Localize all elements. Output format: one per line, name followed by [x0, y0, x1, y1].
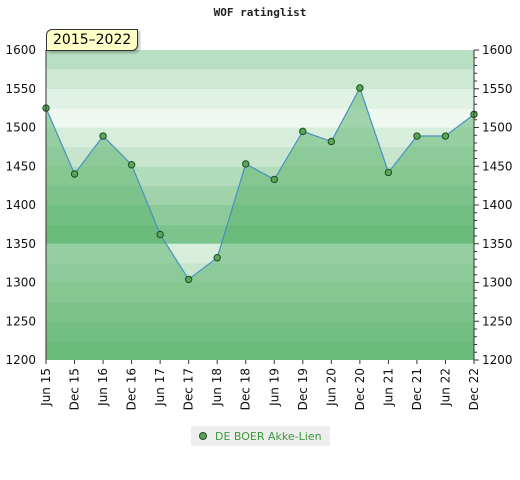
x-tick-label: Jun 21: [381, 368, 395, 407]
x-tick-label: Dec 17: [182, 368, 196, 410]
y-tick-label-left: 1550: [5, 82, 36, 96]
y-tick-label-left: 1250: [5, 314, 36, 328]
grid-band: [46, 69, 474, 89]
data-point: [441, 132, 450, 140]
grid-band: [46, 88, 474, 109]
y-tick-label-left: 1450: [5, 159, 36, 173]
grid-band: [46, 50, 474, 70]
x-tick-label: Dec 22: [467, 368, 481, 410]
y-tick-label-left: 1400: [5, 198, 36, 212]
data-point: [70, 170, 79, 178]
x-tick-label: Jun 19: [267, 368, 281, 407]
data-point: [242, 160, 250, 168]
y-tick-label-left: 1600: [5, 43, 36, 57]
legend[interactable]: DE BOER Akke-Lien: [191, 426, 330, 446]
x-tick-label: Dec 21: [410, 368, 424, 410]
y-axes: 1200 1200 1250 1250 1300 1300 1350 1350 1400 1400…: [5, 43, 512, 367]
legend-label: DE BOER Akke-Lien: [215, 429, 322, 443]
x-tick-label: Dec 15: [68, 368, 82, 410]
x-tick-label: Dec 20: [353, 368, 367, 410]
legend-marker-icon: [199, 432, 207, 440]
y-tick-label-right: 1300: [482, 276, 513, 290]
y-tick-label-right: 1400: [482, 198, 513, 212]
x-tick-label: Jun 15: [39, 368, 53, 407]
x-tick-label: Jun 18: [210, 368, 224, 407]
x-tick-label: Jun 20: [324, 368, 338, 407]
rating-area-fill: [46, 87, 474, 360]
data-point: [299, 127, 307, 136]
x-tick-label: Jun 22: [438, 368, 452, 407]
data-point: [127, 161, 136, 169]
x-tick-label: Jun 16: [96, 368, 110, 407]
x-tick-label: Jun 17: [153, 368, 167, 407]
y-tick-label-left: 1200: [5, 353, 36, 367]
y-tick-label-right: 1600: [482, 43, 513, 57]
period-badge: 2015–2022: [46, 29, 139, 51]
data-point: [213, 254, 221, 262]
data-point: [384, 168, 393, 177]
data-point: [99, 132, 107, 140]
data-point: [184, 275, 193, 284]
x-tick-label: Dec 16: [125, 368, 139, 410]
x-tick-label: Dec 19: [296, 368, 310, 410]
data-point: [327, 137, 336, 146]
chart-title: WOF ratinglist: [214, 6, 307, 19]
rating-area: [46, 87, 474, 360]
y-tick-label-right: 1500: [482, 121, 513, 135]
data-point: [270, 175, 278, 184]
y-tick-label-right: 1350: [482, 237, 513, 251]
data-point: [156, 230, 164, 239]
data-point: [413, 132, 421, 140]
y-tick-label-left: 1500: [5, 121, 36, 135]
rating-line-path: [45, 86, 475, 281]
x-axis: Jun 15 Dec 15 Jun 16 Dec 16 Jun 17 Dec 17 Jun …: [39, 360, 481, 410]
x-tick-label: Dec 18: [239, 368, 253, 410]
y-tick-label-right: 1550: [482, 82, 513, 96]
y-tick-label-right: 1200: [482, 353, 513, 367]
grid-band: [46, 108, 474, 128]
y-tick-label-right: 1450: [482, 159, 513, 173]
y-tick-label-left: 1350: [5, 237, 36, 251]
y-tick-label-left: 1300: [5, 276, 36, 290]
rating-line: [45, 86, 475, 281]
y-tick-label-right: 1250: [482, 314, 513, 328]
data-point: [356, 84, 364, 92]
